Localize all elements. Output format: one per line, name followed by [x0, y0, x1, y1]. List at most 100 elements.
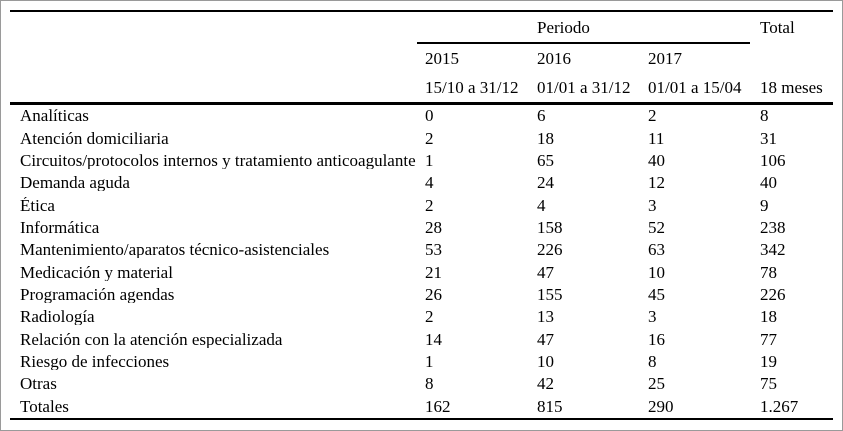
table-row: Programación agendas 26 155 45 226: [10, 283, 833, 305]
row-label: Otras: [20, 375, 57, 393]
table-row: Relación con la atención especializada 1…: [10, 328, 833, 350]
cell-2016: 815: [537, 397, 563, 415]
periodo-underline: [417, 42, 750, 44]
row-label: Circuitos/protocolos internos y tratamie…: [20, 151, 416, 169]
cell-2017: 8: [648, 353, 657, 371]
row-label: Mantenimiento/aparatos técnico-asistenci…: [20, 241, 330, 259]
cell-2015: 1: [425, 151, 434, 169]
cell-total: 40: [760, 174, 777, 192]
cell-total: 78: [760, 263, 777, 281]
row-label: Ética: [20, 196, 55, 214]
cell-2016: 226: [537, 241, 563, 259]
cell-2015: 53: [425, 241, 442, 259]
cell-2015: 2: [425, 129, 434, 147]
cell-2017: 3: [648, 308, 657, 326]
table-row: Atención domiciliaria 2 18 11 31: [10, 127, 833, 149]
cell-2016: 24: [537, 174, 554, 192]
cell-2015: 2: [425, 308, 434, 326]
cell-2017: 3: [648, 196, 657, 214]
row-label: Informática: [20, 218, 100, 236]
cell-2017: 11: [648, 129, 665, 147]
cell-2016: 158: [537, 218, 563, 236]
cell-total: 1.267: [760, 397, 799, 415]
cell-2015: 2: [425, 196, 434, 214]
table-row: Informática 28 158 52 238: [10, 216, 833, 238]
header-year-2015: 2015: [425, 49, 459, 67]
cell-2017: 2: [648, 107, 657, 125]
cell-2017: 52: [648, 218, 665, 236]
cell-2015: 1: [425, 353, 434, 371]
cell-2015: 0: [425, 107, 434, 125]
row-label: Demanda aguda: [20, 174, 130, 192]
header-range-2016: 01/01 a 31/12: [537, 78, 631, 96]
cell-2017: 25: [648, 375, 665, 393]
row-label: Analíticas: [20, 107, 89, 125]
header-total: Total: [760, 18, 795, 36]
row-label: Relación con la atención especializada: [20, 330, 283, 348]
table-row: Ética 2 4 3 9: [10, 194, 833, 216]
cell-2017: 40: [648, 151, 665, 169]
cell-2017: 63: [648, 241, 665, 259]
table-row: Circuitos/protocolos internos y tratamie…: [10, 149, 833, 171]
table-row: Mantenimiento/aparatos técnico-asistenci…: [10, 239, 833, 261]
cell-2016: 65: [537, 151, 554, 169]
cell-total: 238: [760, 218, 786, 236]
header-year-2016: 2016: [537, 49, 571, 67]
cell-2017: 10: [648, 263, 665, 281]
table-row: Analíticas 0 6 2 8: [10, 105, 833, 127]
cell-2015: 162: [425, 397, 451, 415]
cell-2015: 26: [425, 286, 442, 304]
header-periodo: Periodo: [537, 18, 590, 36]
cell-2016: 10: [537, 353, 554, 371]
cell-2017: 290: [648, 397, 674, 415]
cell-2016: 13: [537, 308, 554, 326]
cell-2015: 21: [425, 263, 442, 281]
cell-2016: 4: [537, 196, 546, 214]
row-label: Radiología: [20, 308, 95, 326]
cell-total: 106: [760, 151, 786, 169]
cell-total: 8: [760, 107, 769, 125]
cell-2016: 6: [537, 107, 546, 125]
cell-2016: 18: [537, 129, 554, 147]
cell-2015: 4: [425, 174, 434, 192]
header-range-2017: 01/01 a 15/04: [648, 78, 742, 96]
cell-total: 9: [760, 196, 769, 214]
table: Periodo Total 2015 2016 2017 15/10 a 31/…: [10, 10, 833, 420]
header-total-sub: 18 meses: [760, 78, 823, 96]
cell-total: 342: [760, 241, 786, 259]
cell-2015: 14: [425, 330, 442, 348]
header-year-2017: 2017: [648, 49, 682, 67]
cell-total: 18: [760, 308, 777, 326]
cell-2017: 45: [648, 286, 665, 304]
cell-2016: 42: [537, 375, 554, 393]
row-label: Atención domiciliaria: [20, 129, 169, 147]
cell-2017: 12: [648, 174, 665, 192]
header-range-2015: 15/10 a 31/12: [425, 78, 519, 96]
row-label: Totales: [20, 397, 69, 415]
cell-total: 19: [760, 353, 777, 371]
table-row: Radiología 2 13 3 18: [10, 306, 833, 328]
cell-2017: 16: [648, 330, 665, 348]
cell-2015: 8: [425, 375, 434, 393]
periodo-rule-row: [10, 42, 833, 44]
cell-2016: 47: [537, 330, 554, 348]
row-label: Medicación y material: [20, 263, 173, 281]
header-separator-rule: [10, 102, 833, 105]
row-label: Programación agendas: [20, 286, 175, 304]
cell-2015: 28: [425, 218, 442, 236]
header-spanner-row: Periodo Total: [10, 12, 833, 42]
table-row: Demanda aguda 4 24 12 40: [10, 172, 833, 194]
table-row-totals: Totales 162 815 290 1.267: [10, 395, 833, 417]
cell-total: 31: [760, 129, 777, 147]
table-row: Otras 8 42 25 75: [10, 373, 833, 395]
cell-total: 226: [760, 286, 786, 304]
table-bottom-rule: [10, 417, 833, 420]
cell-total: 75: [760, 375, 777, 393]
cell-2016: 47: [537, 263, 554, 281]
row-label: Riesgo de infecciones: [20, 353, 170, 371]
cell-total: 77: [760, 330, 777, 348]
header-ranges-row: 15/10 a 31/12 01/01 a 31/12 01/01 a 15/0…: [10, 72, 833, 102]
table-row: Riesgo de infecciones 1 10 8 19: [10, 350, 833, 372]
header-years-row: 2015 2016 2017: [10, 44, 833, 72]
